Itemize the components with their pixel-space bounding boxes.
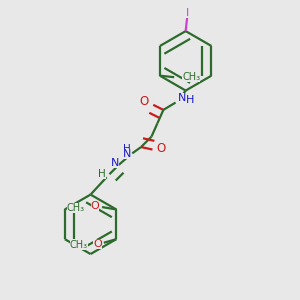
- Text: I: I: [185, 8, 189, 18]
- Text: H: H: [186, 95, 194, 105]
- Text: CH₃: CH₃: [67, 203, 85, 213]
- Text: N: N: [111, 158, 119, 168]
- Text: O: O: [140, 95, 149, 108]
- Text: CH₃: CH₃: [70, 240, 88, 250]
- Text: O: O: [94, 239, 102, 249]
- Text: H: H: [98, 169, 106, 179]
- Text: O: O: [91, 202, 99, 212]
- Text: N: N: [123, 148, 131, 159]
- Text: H: H: [123, 144, 131, 154]
- Text: CH₃: CH₃: [182, 72, 200, 82]
- Text: O: O: [156, 142, 166, 155]
- Text: N: N: [178, 93, 186, 103]
